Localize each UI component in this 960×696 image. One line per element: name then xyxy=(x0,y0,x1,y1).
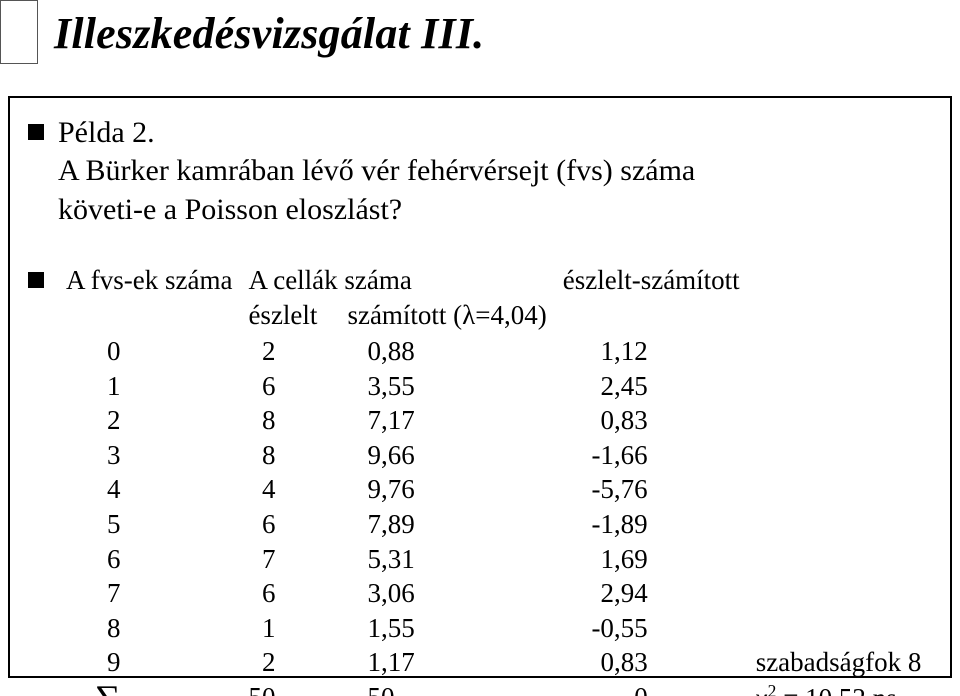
cell-fvs: 4 xyxy=(58,472,240,507)
table-row: 020,881,12 xyxy=(58,334,929,369)
intro-line1: Példa 2. xyxy=(58,116,155,149)
table-header-row: A fvs-ek száma A cellák száma észlelt-sz… xyxy=(58,263,929,298)
subhdr-eszlelt: észlelt xyxy=(240,298,339,335)
sum-diff: 0 xyxy=(555,680,748,696)
cell-extra: szabadságfok 8 xyxy=(748,645,930,680)
table-row: 389,66-1,66 xyxy=(58,438,929,473)
cell-diff: -0,55 xyxy=(555,611,748,646)
cell-diff: 0,83 xyxy=(555,645,748,680)
table-row: 811,55-0,55 xyxy=(58,611,929,646)
cell-fvs: 9 xyxy=(58,645,240,680)
cell-szam: 1,17 xyxy=(339,645,554,680)
cell-eszl: 1 xyxy=(240,611,339,646)
hdr-diff: észlelt-számított xyxy=(555,263,748,298)
cell-eszl: 6 xyxy=(240,507,339,542)
intro-line2a: A Bürker kamrában lévő vér fehérvérsejt … xyxy=(58,154,695,187)
page-title: Illeszkedésvizsgálat III. xyxy=(54,8,484,59)
hdr-fvs: A fvs-ek száma xyxy=(58,263,240,298)
cell-fvs: 5 xyxy=(58,507,240,542)
data-table: A fvs-ek száma A cellák száma észlelt-sz… xyxy=(58,263,929,696)
cell-fvs: 3 xyxy=(58,438,240,473)
cell-szam: 9,66 xyxy=(339,438,554,473)
cell-eszl: 2 xyxy=(240,645,339,680)
cell-szam: 9,76 xyxy=(339,472,554,507)
table-row: 675,311,69 xyxy=(58,542,929,577)
intro-line2b: követi-e a Poisson eloszlást? xyxy=(58,193,402,226)
content-frame: Példa 2. A Bürker kamrában lévő vér fehé… xyxy=(8,96,952,678)
cell-fvs: 7 xyxy=(58,576,240,611)
square-bullet-icon xyxy=(28,272,44,288)
table-row: 163,552,45 xyxy=(58,369,929,404)
cell-szam: 0,88 xyxy=(339,334,554,369)
chi-rest: = 10,52 ns xyxy=(776,683,896,696)
cell-eszl: 8 xyxy=(240,438,339,473)
cell-szam: 1,55 xyxy=(339,611,554,646)
slide: Illeszkedésvizsgálat III. Példa 2. A Bür… xyxy=(0,0,960,696)
table-row: 567,89-1,89 xyxy=(58,507,929,542)
sum-szam: 50 xyxy=(339,680,554,696)
intro-bullet: Példa 2. A Bürker kamrában lévő vér fehé… xyxy=(28,114,924,229)
table-bullet-row: A fvs-ek száma A cellák száma észlelt-sz… xyxy=(28,263,924,696)
subhdr-szamitott: számított (λ=4,04) xyxy=(339,298,554,335)
table-row: 9 2 1,17 0,83 szabadságfok 8 xyxy=(58,645,929,680)
cell-eszl: 4 xyxy=(240,472,339,507)
cell-fvs: 0 xyxy=(58,334,240,369)
table-subheader-row: észlelt számított (λ=4,04) xyxy=(58,298,929,335)
cell-diff: 1,69 xyxy=(555,542,748,577)
cell-eszl: 6 xyxy=(240,369,339,404)
sum-sym: ∑ xyxy=(58,680,240,696)
sum-eszl: 50 xyxy=(240,680,339,696)
hdr-cells: A cellák száma xyxy=(240,263,554,298)
square-bullet-icon xyxy=(28,124,44,140)
cell-szam: 5,31 xyxy=(339,542,554,577)
cell-diff: 1,12 xyxy=(555,334,748,369)
sigma-icon: ∑ xyxy=(95,678,121,696)
table-row: 287,170,83 xyxy=(58,403,929,438)
sum-extra: χ2 = 10,52 ns xyxy=(748,680,930,696)
cell-diff: -1,66 xyxy=(555,438,748,473)
chi-symbol: χ xyxy=(756,683,768,696)
cell-szam: 3,06 xyxy=(339,576,554,611)
cell-eszl: 8 xyxy=(240,403,339,438)
cell-szam: 3,55 xyxy=(339,369,554,404)
intro-text: Példa 2. A Bürker kamrában lévő vér fehé… xyxy=(58,114,695,229)
cell-diff: -5,76 xyxy=(555,472,748,507)
cell-diff: 2,94 xyxy=(555,576,748,611)
cell-diff: 2,45 xyxy=(555,369,748,404)
cell-eszl: 2 xyxy=(240,334,339,369)
cell-fvs: 2 xyxy=(58,403,240,438)
cell-szam: 7,89 xyxy=(339,507,554,542)
table-sum-row: ∑ 50 50 0 χ2 = 10,52 ns xyxy=(58,680,929,696)
decorative-box-top xyxy=(0,0,38,64)
cell-eszl: 7 xyxy=(240,542,339,577)
cell-fvs: 8 xyxy=(58,611,240,646)
cell-szam: 7,17 xyxy=(339,403,554,438)
cell-diff: 0,83 xyxy=(555,403,748,438)
cell-fvs: 6 xyxy=(58,542,240,577)
cell-eszl: 6 xyxy=(240,576,339,611)
table-row: 449,76-5,76 xyxy=(58,472,929,507)
cell-fvs: 1 xyxy=(58,369,240,404)
cell-diff: -1,89 xyxy=(555,507,748,542)
table-row: 763,062,94 xyxy=(58,576,929,611)
